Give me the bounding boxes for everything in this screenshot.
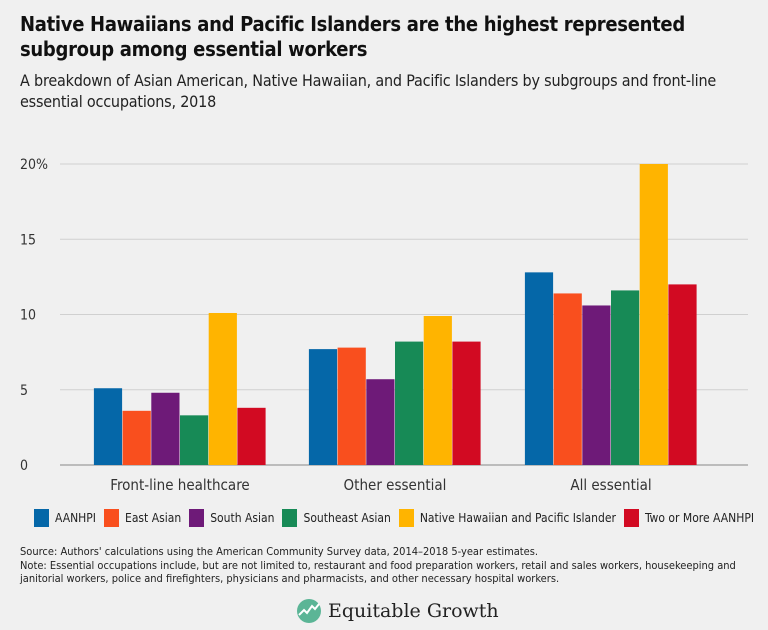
- note-text: Note: Essential occupations include, but…: [20, 558, 736, 586]
- bar-east-asian: [122, 410, 151, 465]
- legend-swatch: [34, 509, 49, 527]
- legend: AANHPI East Asian South Asian Southeast Asi…: [34, 509, 762, 527]
- bar-chart: 0 5 10 15 20% Front-line healthcare Other esse…: [20, 157, 748, 494]
- legend-swatch: [189, 509, 205, 527]
- logo: Equitable Growth: [296, 598, 499, 624]
- chart-title: Native Hawaiians and Pacific Islanders a…: [20, 12, 685, 61]
- y-tick-label: 0: [20, 458, 28, 474]
- bar-east-asian: [553, 293, 582, 465]
- x-tick-label: All essential: [570, 476, 651, 494]
- x-tick-label: Other essential: [344, 476, 447, 494]
- bar-southeast-asian: [395, 341, 424, 465]
- chart-subtitle: A breakdown of Asian American, Native Ha…: [20, 71, 717, 111]
- legend-item: East Asian: [104, 509, 181, 527]
- logo-icon: [297, 599, 321, 623]
- legend-label: Native Hawaiian and Pacific Islander: [419, 511, 616, 525]
- y-tick-label: 5: [20, 383, 28, 399]
- bar-aanhpi: [524, 272, 554, 465]
- bar-native-hawaiian-and-pacific-islander: [639, 164, 668, 465]
- bar-native-hawaiian-and-pacific-islander: [423, 316, 452, 465]
- legend-item: Native Hawaiian and Pacific Islander: [398, 509, 616, 527]
- bar-southeast-asian: [180, 415, 209, 465]
- y-tick-label: 20%: [20, 157, 48, 173]
- legend-swatch: [104, 509, 119, 527]
- x-tick-label: Front-line healthcare: [110, 476, 249, 494]
- bar-east-asian: [337, 347, 366, 465]
- legend-item: Southeast Asian: [282, 509, 391, 527]
- logo-text: Equitable Growth: [328, 600, 499, 622]
- bar-south-asian: [366, 379, 395, 465]
- legend-label: Southeast Asian: [303, 511, 391, 525]
- bar-native-hawaiian-and-pacific-islander: [208, 312, 237, 465]
- bar-aanhpi: [93, 388, 123, 465]
- legend-swatch: [282, 509, 298, 527]
- legend-label: AANHPI: [55, 511, 96, 525]
- legend-item: AANHPI: [34, 509, 96, 527]
- bar-southeast-asian: [611, 290, 640, 465]
- legend-item: South Asian: [189, 509, 274, 527]
- legend-swatch: [623, 509, 639, 527]
- source-text: Source: Authors' calculations using the …: [20, 545, 539, 558]
- bar-two-or-more-aanhpi: [452, 341, 481, 465]
- footnote: Source: Authors' calculations using the …: [20, 545, 760, 586]
- legend-swatch: [398, 509, 414, 527]
- bar-two-or-more-aanhpi: [668, 284, 697, 465]
- y-tick-label: 10: [20, 308, 36, 324]
- legend-label: East Asian: [125, 511, 182, 525]
- bar-south-asian: [151, 392, 180, 465]
- legend-item: Two or More AANHPI: [623, 509, 755, 527]
- bar-south-asian: [582, 305, 611, 465]
- legend-label: Two or More AANHPI: [644, 511, 755, 525]
- bar-two-or-more-aanhpi: [237, 407, 266, 465]
- bar-aanhpi: [308, 349, 338, 465]
- legend-label: South Asian: [210, 511, 275, 525]
- y-tick-label: 15: [20, 232, 36, 248]
